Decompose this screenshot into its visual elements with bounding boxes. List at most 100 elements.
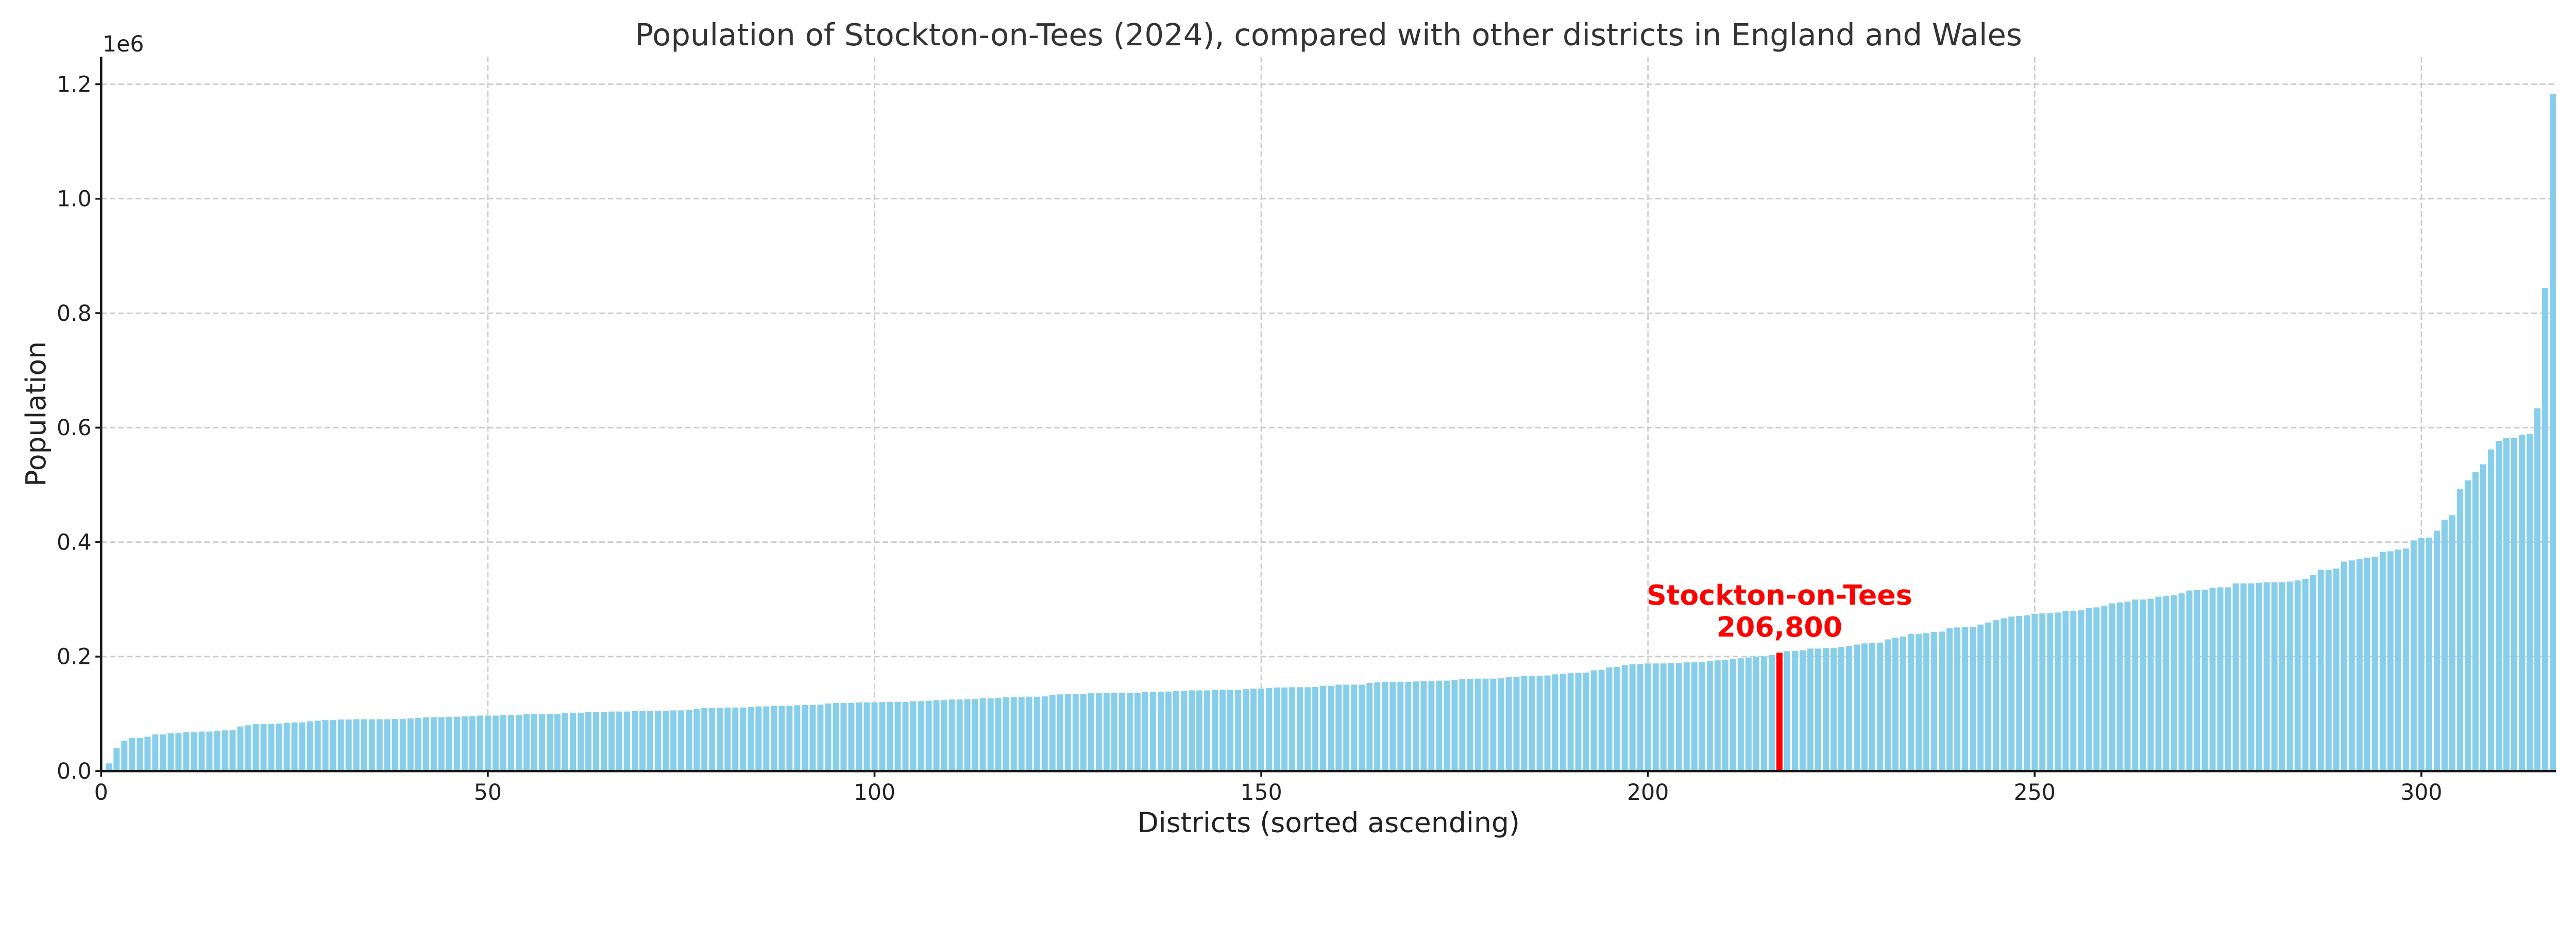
bar	[1088, 693, 1094, 771]
bar	[871, 702, 878, 771]
bar	[1467, 679, 1473, 771]
bar	[1923, 633, 1930, 771]
bar	[647, 711, 654, 771]
bar	[2001, 618, 2007, 771]
bar	[1675, 663, 1682, 771]
bar	[1815, 648, 1821, 771]
bar	[1444, 680, 1450, 771]
bar	[1714, 660, 1721, 771]
highlight-annotation-value: 206,800	[1717, 611, 1843, 643]
bar	[2271, 582, 2278, 771]
bar	[1003, 697, 1009, 771]
bar	[1289, 687, 1296, 771]
bar-highlight-stockton-on-tees	[1776, 653, 1783, 771]
bar	[1149, 692, 1156, 771]
bar	[1227, 690, 1234, 771]
bar	[1320, 685, 1327, 771]
bar	[894, 701, 901, 771]
bar	[1931, 632, 1938, 771]
ticks: 0 50 100 150 200 250 300 0.0 0.2 0.4 0.6 0.8 1.0 1.2	[57, 72, 2442, 805]
bar	[2550, 94, 2556, 771]
bar	[2441, 520, 2448, 771]
bar	[1266, 688, 1273, 771]
bar	[1706, 661, 1713, 771]
bar	[2472, 472, 2479, 771]
bar	[1614, 666, 1620, 771]
bar	[2240, 583, 2247, 771]
bar	[1459, 679, 1466, 771]
bar	[1737, 658, 1744, 771]
bar	[1413, 681, 1419, 771]
bar	[252, 724, 259, 771]
bar	[538, 714, 545, 771]
bar	[1420, 681, 1427, 771]
bar	[175, 733, 182, 771]
bar	[1683, 662, 1690, 771]
bar	[1382, 681, 1388, 771]
bar	[1212, 690, 1218, 771]
bar	[570, 712, 577, 771]
gridlines	[101, 57, 2556, 771]
bar	[1560, 674, 1566, 771]
bar	[2379, 552, 2386, 771]
bar	[1095, 693, 1102, 771]
bar	[1583, 673, 1589, 771]
bar	[453, 716, 460, 771]
bar	[1621, 665, 1628, 771]
bar	[1946, 628, 1953, 771]
bar	[2527, 434, 2533, 771]
bar	[1026, 696, 1032, 771]
bar	[214, 731, 221, 771]
bar	[1490, 678, 1497, 771]
bar	[1475, 678, 1481, 771]
bar	[1954, 627, 1961, 771]
bar	[948, 699, 955, 771]
bar	[2534, 408, 2541, 771]
bar	[562, 713, 569, 771]
bar	[461, 716, 468, 771]
bar	[2325, 569, 2332, 771]
bar	[121, 741, 128, 771]
bar	[523, 714, 530, 771]
bar	[825, 703, 832, 771]
bar	[484, 715, 491, 771]
bar	[1180, 691, 1187, 771]
bar	[2047, 613, 2054, 771]
bar	[701, 708, 708, 771]
bar	[794, 705, 801, 771]
bar	[2495, 440, 2502, 771]
bar	[670, 710, 677, 771]
bar	[879, 702, 886, 771]
bar	[972, 699, 978, 771]
bar	[515, 715, 522, 771]
bar	[260, 724, 267, 771]
bar	[2356, 559, 2363, 771]
bar	[2178, 593, 2185, 771]
bar	[469, 716, 476, 771]
bar	[1791, 650, 1798, 771]
bar	[2093, 607, 2100, 771]
bar	[887, 701, 893, 771]
bar	[2078, 610, 2084, 771]
bar	[137, 737, 143, 771]
bar	[1196, 690, 1202, 771]
bar	[1730, 659, 1736, 771]
bar	[1258, 689, 1265, 771]
bar	[2263, 582, 2270, 771]
bar	[2371, 557, 2378, 771]
highlight-annotation-name: Stockton-on-Tees	[1647, 579, 1912, 611]
bar	[1699, 661, 1705, 771]
y-tick-label: 1.0	[57, 186, 92, 212]
bar	[755, 706, 762, 771]
bar	[616, 711, 623, 771]
bar	[1405, 681, 1412, 771]
bar	[368, 719, 375, 771]
bar	[1281, 687, 1288, 771]
bar	[384, 719, 391, 771]
bar	[2070, 611, 2077, 771]
bar	[2310, 575, 2316, 771]
bar	[1243, 689, 1249, 771]
bar	[1985, 622, 1992, 771]
bar	[1436, 680, 1443, 771]
population-bar-chart: 0 50 100 150 200 250 3000.00.20.40.60.81.01.2 …	[20, 17, 2556, 839]
